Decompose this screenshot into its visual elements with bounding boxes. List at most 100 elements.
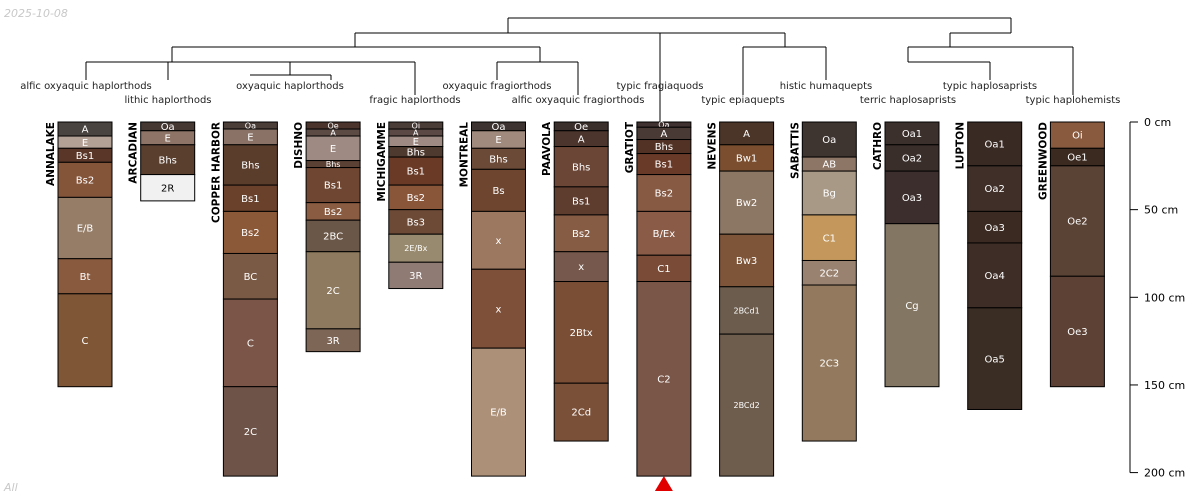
profile-copper-harbor: COPPER HARBOR Oa E Bhs Bs1 Bs2 BC C 2C (210, 121, 278, 477)
horizon-label: Oi (1072, 131, 1083, 142)
horizon-label: 2Btx (570, 328, 593, 339)
horizon-label: x (496, 304, 502, 315)
marker-triangle (654, 476, 673, 491)
horizon-label: B/Ex (653, 229, 676, 240)
horizon-label: 2E/Bx (404, 244, 427, 253)
horizon (1049, 275, 1105, 388)
horizon (884, 170, 940, 225)
horizon (719, 233, 775, 288)
horizon-label: Oa5 (985, 354, 1005, 365)
horizon-label: E/B (77, 224, 94, 235)
horizon-label: C1 (657, 264, 670, 275)
horizon (471, 210, 526, 270)
horizon-label: Bhs (572, 162, 590, 173)
horizon-label: 2Cd (571, 408, 591, 419)
taxon-label: alfic oxyaquic haplorthods (20, 81, 152, 92)
axis-tick-label: 50 cm (1144, 204, 1178, 217)
profile-sabattis: SABATTIS Oa AB Bg C1 2C2 2C3 (789, 121, 857, 442)
profile-name: ARCADIAN (128, 122, 140, 184)
horizon-label: Bs2 (241, 228, 259, 239)
horizon-label: C (82, 336, 89, 347)
horizon-label: Bs1 (572, 196, 590, 207)
horizon-label: Cg (905, 301, 918, 312)
horizon-label: E (413, 137, 419, 148)
horizon-label: Oa2 (902, 154, 922, 165)
profile-nevens: NEVENS A Bw1 Bw2 Bw3 2BCd1 2BCd2 (707, 121, 775, 477)
horizon-label: Oa1 (902, 129, 922, 140)
horizon-label: Bs1 (76, 151, 94, 162)
horizon-label: Bs2 (324, 207, 342, 218)
horizon (388, 184, 444, 211)
axis-tick-label: 150 cm (1144, 379, 1185, 392)
horizon-label: 2C3 (819, 359, 839, 370)
profile-paavola: PAAVOLA OeA Bhs Bs1 Bs2 x 2Btx 2Cd (541, 121, 609, 442)
horizon-label: Bhs (158, 155, 176, 166)
horizon-label: Bt (80, 272, 91, 283)
horizon (140, 174, 196, 202)
horizon-label: Bg (823, 189, 836, 200)
horizon (553, 186, 609, 216)
corner-label: All (4, 481, 18, 494)
horizon (801, 170, 857, 216)
horizon-label: Bs1 (407, 167, 425, 178)
horizon-label: Bs2 (655, 189, 673, 200)
horizon (388, 261, 444, 290)
profile-name: SABATTIS (789, 122, 801, 179)
horizon-label: A (413, 128, 419, 137)
horizon-label: Bs (492, 186, 504, 197)
horizon-label: A (660, 129, 667, 140)
horizon (801, 284, 857, 442)
taxon-label: terric haplosaprists (860, 95, 956, 106)
horizon-label: C2 (657, 374, 670, 385)
horizon (553, 281, 609, 384)
profile-gratiot: GRATIOT OaA Bhs Bs1 Bs2 B/Ex C1 C2 (624, 121, 692, 477)
horizon (967, 121, 1023, 167)
taxonomy-labels: alfic oxyaquic haplorthods lithic haplort… (20, 81, 1120, 106)
horizon-label: 2C (326, 286, 339, 297)
profile-lupton: LUPTON Oa1 Oa2 Oa3 Oa4 Oa5 (955, 121, 1023, 410)
horizon-label: 2BCd1 (733, 306, 759, 315)
profile-name: MICHIGAMME (376, 122, 388, 202)
taxon-label: histic humaquepts (780, 81, 873, 92)
taxon-label: oxyaquic fragiorthods (443, 81, 552, 92)
axis-tick-label: 0 cm (1144, 116, 1171, 129)
taxon-label: typic epiaquepts (701, 95, 784, 106)
horizon-label: Bw2 (736, 198, 757, 209)
profile-name: GREENWOOD (1037, 122, 1049, 200)
horizon-label: Bw3 (736, 256, 757, 267)
horizon (553, 146, 609, 188)
horizon (884, 144, 940, 172)
horizon-label: Oa4 (985, 271, 1005, 282)
horizon (222, 210, 278, 254)
horizon-label: Bs1 (324, 181, 342, 192)
horizon (471, 347, 526, 477)
horizon-label: Oa3 (902, 193, 922, 204)
profile-name: DISHNO (293, 122, 305, 169)
profile-cathro: CATHRO Oa1 Oa2 Oa3 Cg (872, 121, 940, 388)
horizon-label: Bs1 (241, 194, 259, 205)
horizon-label: Oa (492, 122, 506, 133)
horizon-label: BC (244, 272, 258, 283)
profile-name: GRATIOT (624, 121, 636, 173)
horizon-label: C1 (823, 233, 836, 244)
horizon-label: E (82, 138, 88, 149)
profile-name: ANNALAKE (45, 122, 57, 186)
horizon (1049, 165, 1105, 277)
taxon-label: lithic haplorthods (124, 95, 211, 106)
horizon (967, 307, 1023, 410)
horizon (553, 214, 609, 253)
horizon-label: Bs1 (655, 160, 673, 171)
horizon (636, 174, 692, 212)
horizon-label: Oa (245, 121, 256, 130)
horizon (719, 144, 775, 172)
horizon-label: E (495, 135, 501, 146)
horizon-label: Oa (658, 121, 669, 130)
taxon-label: typic haplohemists (1026, 95, 1121, 106)
profile-arcadian: ARCADIAN OaE Bhs 2R (128, 121, 196, 202)
depth-axis: 0 cm 50 cm 100 cm 150 cm 200 cm (1129, 116, 1185, 480)
horizon-label: Oa1 (985, 140, 1005, 151)
horizon-label: A (330, 128, 336, 137)
horizon-label: E/B (490, 408, 507, 419)
profile-name: MONTREAL (459, 122, 471, 188)
